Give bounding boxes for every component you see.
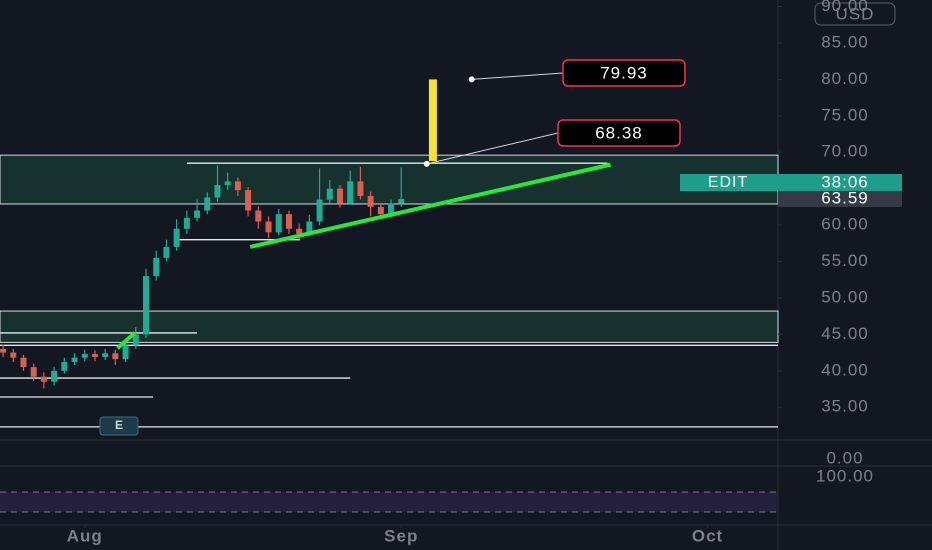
- callout-box: [562, 59, 686, 87]
- rsi-band: [0, 492, 778, 512]
- candle-body: [132, 334, 139, 346]
- target-bar: [428, 79, 437, 161]
- earnings-box: [99, 416, 139, 436]
- y-tick-label: 75.00: [821, 105, 869, 124]
- candle-body: [204, 197, 211, 211]
- candle-body: [10, 352, 17, 358]
- y-tick-label: 35.00: [821, 397, 869, 416]
- trendline: [249, 162, 612, 249]
- candle-body: [285, 214, 292, 229]
- candle-body: [255, 210, 262, 222]
- callout-leader: [471, 72, 564, 80]
- candle-body: [163, 246, 170, 258]
- currency-box[interactable]: [814, 2, 896, 26]
- candle-body: [296, 228, 303, 234]
- earnings-marker: E: [115, 418, 123, 432]
- candle-body: [245, 190, 252, 211]
- rsi-axis-label: 100.00: [816, 466, 874, 485]
- last-price-box: [778, 190, 902, 207]
- callout-point: [423, 160, 430, 167]
- candle-body: [367, 195, 374, 207]
- candle-body: [71, 357, 78, 363]
- candle-body: [398, 198, 405, 204]
- candle-body: [143, 276, 150, 335]
- callout-box: [557, 119, 681, 147]
- candle-body: [40, 376, 47, 382]
- last-price: 63.59: [821, 188, 869, 207]
- candle-body: [224, 181, 231, 186]
- candle-body: [122, 345, 129, 360]
- zone: [0, 310, 779, 343]
- y-tick-label: 45.00: [821, 324, 869, 343]
- countdown-box: [778, 174, 902, 191]
- zone: [0, 154, 779, 205]
- candle-body: [275, 214, 282, 233]
- y-tick-label: 40.00: [821, 360, 869, 379]
- callout-point: [468, 76, 475, 83]
- currency[interactable]: USD: [836, 4, 875, 23]
- candle-body: [30, 367, 37, 377]
- candle-body: [0, 348, 7, 353]
- y-tick-label: 60.00: [821, 215, 869, 234]
- candle-body: [51, 370, 58, 382]
- candle-body: [153, 257, 160, 277]
- candle-body: [316, 199, 323, 222]
- candle-body: [388, 203, 395, 215]
- candle-body: [194, 210, 201, 218]
- candle-body: [347, 181, 354, 204]
- candle-body: [377, 206, 384, 215]
- candle-body: [306, 221, 313, 234]
- y-tick-label: 80.00: [821, 69, 869, 88]
- candle-body: [336, 188, 343, 204]
- candle-body: [326, 188, 333, 200]
- y-tick-label: 85.00: [821, 32, 869, 51]
- candle-body: [81, 354, 88, 358]
- y-tick-label: 70.00: [821, 142, 869, 161]
- callout-label: 79.93: [600, 63, 648, 82]
- candle-body: [173, 228, 180, 247]
- candle-body: [61, 362, 68, 371]
- candle-body: [183, 217, 190, 229]
- x-tick-label: Aug: [67, 526, 103, 545]
- callout-label: 68.38: [595, 123, 643, 142]
- candle-body: [102, 353, 109, 357]
- y-tick-label: 90.00: [821, 0, 869, 15]
- candle-body: [20, 357, 27, 368]
- edit-label: EDIT: [708, 174, 748, 191]
- candle-body: [91, 354, 98, 357]
- candle-body: [357, 181, 364, 196]
- candle-body: [112, 353, 119, 360]
- edit-box: [680, 174, 800, 191]
- y-tick-label: 50.00: [821, 287, 869, 306]
- candle-body: [234, 181, 241, 191]
- trendline: [116, 331, 137, 350]
- y-tick-label: 55.00: [821, 251, 869, 270]
- macd-axis-label: 0.00: [826, 448, 863, 467]
- x-tick-label: Oct: [692, 526, 723, 545]
- candle-body: [265, 221, 272, 233]
- x-tick-label: Sep: [384, 526, 418, 545]
- countdown: 38:06: [821, 172, 869, 191]
- candle-body: [214, 185, 221, 198]
- callout-leader: [426, 132, 559, 165]
